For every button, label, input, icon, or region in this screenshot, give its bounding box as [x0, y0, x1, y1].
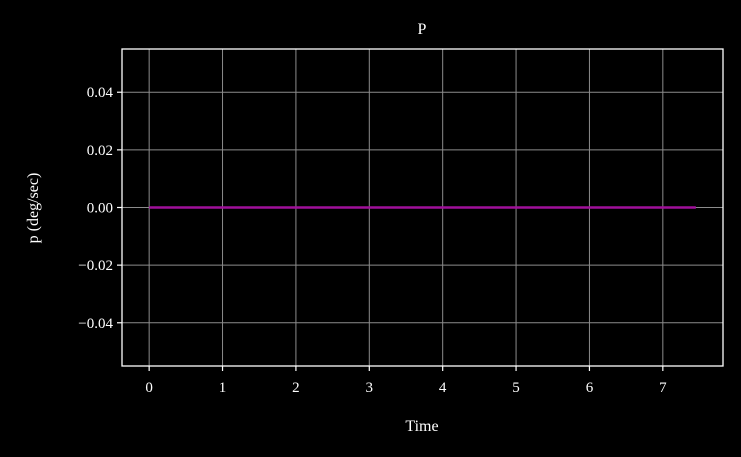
y-tick-label: 0.02: [87, 143, 113, 159]
x-tick-label: 6: [586, 380, 594, 396]
y-tick-label: 0.00: [87, 201, 113, 217]
x-tick-label: 1: [219, 380, 227, 396]
x-tick-label: 5: [512, 380, 520, 396]
y-tick-label: −0.04: [78, 316, 113, 332]
x-tick-label: 2: [292, 380, 300, 396]
x-tick-label: 7: [659, 380, 667, 396]
x-axis-ticks: 0 1 2 3 4 5 6 7: [145, 366, 667, 396]
x-tick-label: 3: [366, 380, 374, 396]
y-axis-label: p (deg/sec): [25, 173, 42, 244]
y-axis-ticks: 0.04 0.02 0.00 −0.02 −0.04: [78, 85, 122, 332]
y-tick-label: −0.02: [78, 258, 113, 274]
x-axis-label: Time: [405, 418, 438, 435]
y-tick-label: 0.04: [87, 85, 114, 101]
chart-title: P: [418, 21, 427, 38]
x-tick-label: 0: [145, 380, 153, 396]
x-tick-label: 4: [439, 380, 447, 396]
